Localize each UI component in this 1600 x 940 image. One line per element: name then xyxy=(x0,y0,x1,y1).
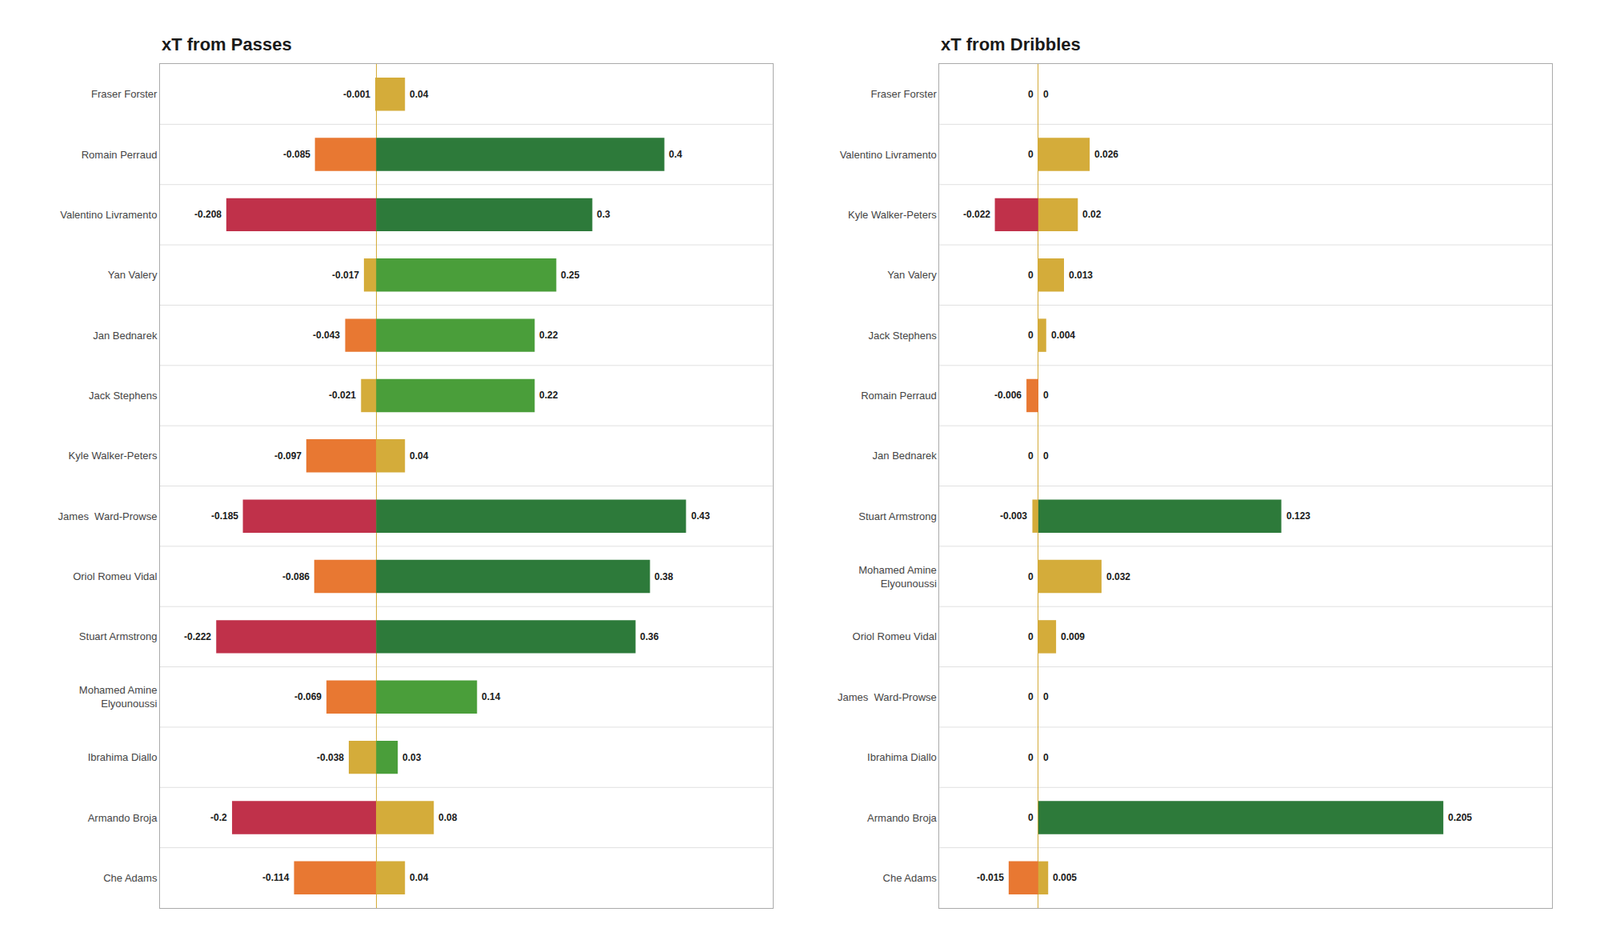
svg-text:-0.022: -0.022 xyxy=(963,208,991,220)
svg-text:0.123: 0.123 xyxy=(1286,510,1311,522)
svg-text:0.205: 0.205 xyxy=(1448,812,1472,824)
svg-text:Oriol Romeu Vidal: Oriol Romeu Vidal xyxy=(72,570,157,583)
svg-text:0.005: 0.005 xyxy=(1052,872,1077,884)
svg-text:Armando Broja: Armando Broja xyxy=(867,812,937,824)
svg-text:0.22: 0.22 xyxy=(539,329,559,341)
svg-text:0.04: 0.04 xyxy=(409,872,429,884)
svg-text:0: 0 xyxy=(1028,812,1034,824)
svg-text:0: 0 xyxy=(1028,148,1034,160)
svg-text:xT from Passes: xT from Passes xyxy=(161,34,292,55)
svg-text:Fraser Forster: Fraser Forster xyxy=(870,88,937,100)
svg-text:0: 0 xyxy=(1028,269,1034,281)
svg-text:0.004: 0.004 xyxy=(1051,329,1076,341)
svg-text:Valentino Livramento: Valentino Livramento xyxy=(60,208,157,221)
svg-text:0.36: 0.36 xyxy=(640,631,660,643)
svg-text:Kyle Walker-Peters: Kyle Walker-Peters xyxy=(68,449,158,462)
svg-text:Kyle Walker-Peters: Kyle Walker-Peters xyxy=(848,208,937,221)
svg-text:-0.015: -0.015 xyxy=(976,872,1004,884)
svg-text:Valentino Livramento: Valentino Livramento xyxy=(840,148,937,161)
svg-text:0: 0 xyxy=(1028,88,1034,100)
svg-text:Yan Valery: Yan Valery xyxy=(887,268,937,281)
svg-text:Oriol Romeu Vidal: Oriol Romeu Vidal xyxy=(852,630,937,643)
svg-text:0.026: 0.026 xyxy=(1094,148,1119,160)
svg-text:0.08: 0.08 xyxy=(438,812,458,824)
svg-text:James Ward-Prowse: James Ward-Prowse xyxy=(837,691,937,704)
svg-text:Romain Perraud: Romain Perraud xyxy=(860,389,937,402)
svg-text:-0.222: -0.222 xyxy=(184,631,212,643)
svg-text:0: 0 xyxy=(1028,329,1034,341)
svg-text:Mohamed AmineElyounoussi: Mohamed AmineElyounoussi xyxy=(858,564,937,590)
svg-text:0: 0 xyxy=(1028,631,1034,643)
svg-text:-0.086: -0.086 xyxy=(282,571,310,583)
svg-text:-0.043: -0.043 xyxy=(312,329,340,341)
svg-text:-0.001: -0.001 xyxy=(343,88,371,100)
svg-text:0.3: 0.3 xyxy=(596,208,611,220)
svg-text:-0.085: -0.085 xyxy=(283,148,311,160)
svg-text:Che Adams: Che Adams xyxy=(103,872,158,884)
svg-text:-0.006: -0.006 xyxy=(994,389,1022,401)
svg-text:-0.021: -0.021 xyxy=(328,389,356,401)
svg-text:Jan Bednarek: Jan Bednarek xyxy=(872,449,938,462)
svg-text:0: 0 xyxy=(1043,88,1049,100)
svg-text:0: 0 xyxy=(1043,450,1049,462)
svg-text:0.22: 0.22 xyxy=(539,389,559,401)
svg-text:-0.003: -0.003 xyxy=(1000,510,1028,522)
svg-text:-0.185: -0.185 xyxy=(211,510,239,522)
svg-text:Romain Perraud: Romain Perraud xyxy=(81,148,158,161)
svg-text:0.009: 0.009 xyxy=(1060,631,1085,643)
svg-text:0.02: 0.02 xyxy=(1082,208,1102,220)
svg-text:0.43: 0.43 xyxy=(691,510,711,522)
svg-text:Jack Stephens: Jack Stephens xyxy=(88,389,158,402)
svg-text:Jan Bednarek: Jan Bednarek xyxy=(92,329,158,342)
svg-text:0.04: 0.04 xyxy=(409,88,429,100)
svg-text:-0.038: -0.038 xyxy=(316,752,344,764)
svg-text:0: 0 xyxy=(1043,752,1049,764)
svg-text:Jack Stephens: Jack Stephens xyxy=(868,329,938,342)
svg-text:-0.114: -0.114 xyxy=(262,872,290,884)
svg-text:-0.017: -0.017 xyxy=(332,269,360,281)
svg-text:0.04: 0.04 xyxy=(409,450,429,462)
svg-text:Yan Valery: Yan Valery xyxy=(108,268,158,281)
svg-text:0.013: 0.013 xyxy=(1068,269,1093,281)
svg-text:Ibrahima Diallo: Ibrahima Diallo xyxy=(88,751,158,764)
svg-text:0.38: 0.38 xyxy=(654,571,674,583)
svg-text:-0.069: -0.069 xyxy=(294,691,322,703)
svg-text:0.03: 0.03 xyxy=(402,752,422,764)
svg-text:Fraser Forster: Fraser Forster xyxy=(91,88,158,100)
svg-text:0.4: 0.4 xyxy=(668,148,683,160)
svg-text:James Ward-Prowse: James Ward-Prowse xyxy=(58,510,158,523)
svg-text:0: 0 xyxy=(1028,571,1034,583)
svg-text:0.25: 0.25 xyxy=(560,269,580,281)
svg-text:Che Adams: Che Adams xyxy=(883,872,938,884)
svg-text:0.14: 0.14 xyxy=(481,691,501,703)
svg-text:Ibrahima Diallo: Ibrahima Diallo xyxy=(867,751,937,764)
svg-text:Stuart Armstrong: Stuart Armstrong xyxy=(79,630,158,643)
svg-text:0: 0 xyxy=(1028,752,1034,764)
svg-text:-0.208: -0.208 xyxy=(194,208,222,220)
svg-text:Stuart Armstrong: Stuart Armstrong xyxy=(858,510,937,523)
svg-text:0.032: 0.032 xyxy=(1106,571,1131,583)
svg-text:Mohamed AmineElyounoussi: Mohamed AmineElyounoussi xyxy=(79,684,158,710)
svg-text:-0.2: -0.2 xyxy=(210,812,228,824)
svg-text:xT from Dribbles: xT from Dribbles xyxy=(940,34,1081,55)
svg-text:Armando Broja: Armando Broja xyxy=(88,812,158,824)
svg-text:-0.097: -0.097 xyxy=(274,450,302,462)
svg-text:0: 0 xyxy=(1028,450,1034,462)
svg-text:0: 0 xyxy=(1043,389,1049,401)
svg-text:0: 0 xyxy=(1043,691,1049,703)
svg-text:0: 0 xyxy=(1028,691,1034,703)
